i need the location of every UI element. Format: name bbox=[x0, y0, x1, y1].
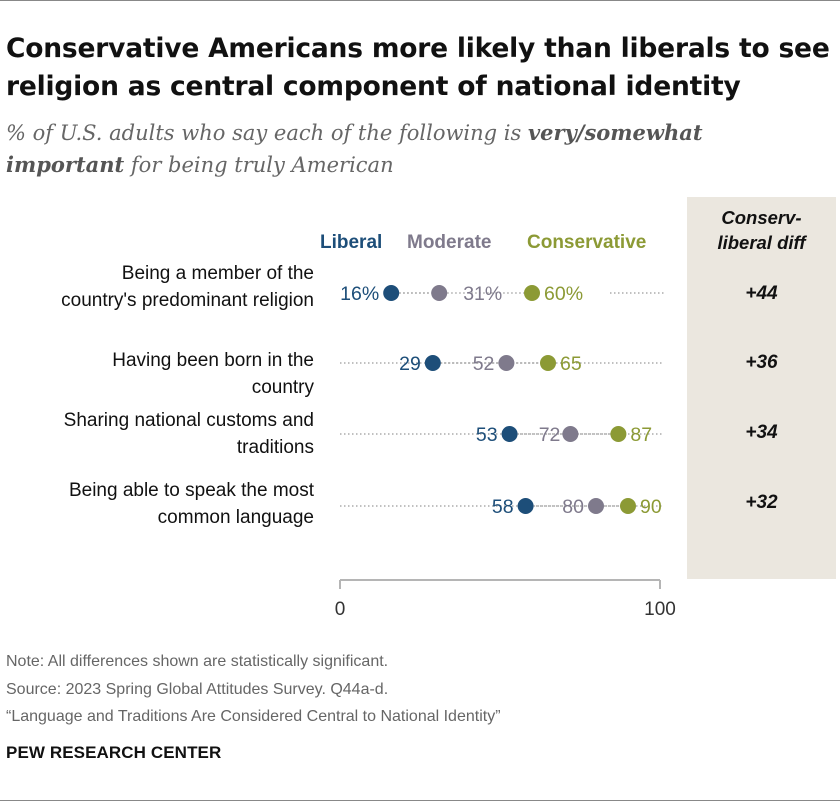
subtitle-bold: very/somewhat important bbox=[6, 120, 703, 177]
x-tick-label: 0 bbox=[335, 599, 346, 620]
legend-moderate: Moderate bbox=[407, 232, 492, 253]
x-tick-label: 100 bbox=[644, 599, 676, 620]
dot-liberal bbox=[383, 285, 400, 301]
diff-header-line1: Conserv- bbox=[721, 207, 802, 228]
dot-moderate bbox=[431, 285, 448, 301]
chart-source: Source: 2023 Spring Global Attitudes Sur… bbox=[6, 681, 389, 698]
dot-conservative bbox=[620, 498, 636, 514]
row-label-born: Having been born in the country bbox=[112, 347, 314, 401]
dot-conservative bbox=[524, 285, 540, 301]
row-label-line: Being able to speak the most bbox=[68, 480, 314, 501]
diff-value-born: +36 bbox=[745, 352, 778, 373]
chart-subtitle: % of U.S. adults who say each of the fol… bbox=[6, 117, 826, 181]
row-label-line: Sharing national customs and bbox=[63, 410, 314, 431]
value-label-moderate: 31% bbox=[463, 283, 502, 305]
row-label-line: common language bbox=[157, 507, 314, 528]
chart-note: Note: All differences shown are statisti… bbox=[6, 653, 389, 670]
row-label-line: traditions bbox=[236, 437, 314, 458]
row-label-line: country's predominant religion bbox=[61, 290, 314, 311]
diff-column-header: Conserv- liberal diff bbox=[687, 205, 836, 255]
value-label-conservative: 87 bbox=[630, 424, 652, 446]
row-label-line: Being a member of the bbox=[121, 263, 314, 284]
brand-logo-text: PEW RESEARCH CENTER bbox=[6, 743, 222, 762]
dot-moderate bbox=[588, 498, 604, 514]
dot-conservative bbox=[540, 355, 556, 371]
legend-liberal: Liberal bbox=[320, 232, 383, 253]
row-label-customs: Sharing national customs and traditions bbox=[64, 407, 314, 461]
value-label-liberal: 16% bbox=[340, 283, 379, 305]
dot-moderate bbox=[498, 355, 515, 371]
value-label-conservative: 90 bbox=[640, 496, 662, 518]
subtitle-post: for being truly American bbox=[124, 153, 394, 177]
diff-value-customs: +34 bbox=[745, 422, 778, 443]
top-rule bbox=[0, 0, 840, 1]
value-label-moderate: 52 bbox=[473, 353, 495, 375]
value-label-conservative: 65 bbox=[560, 353, 582, 375]
value-label-moderate: 80 bbox=[562, 496, 584, 518]
dot-conservative bbox=[610, 426, 627, 442]
subtitle-pre: % of U.S. adults who say each of the fol… bbox=[6, 121, 528, 145]
diff-value-religion: +44 bbox=[745, 283, 778, 304]
dot-liberal bbox=[517, 498, 534, 514]
dot-liberal bbox=[424, 355, 441, 371]
value-label-liberal: 29 bbox=[399, 353, 421, 375]
value-label-liberal: 53 bbox=[476, 424, 498, 446]
value-label-moderate: 72 bbox=[539, 424, 561, 446]
value-label-liberal: 58 bbox=[492, 496, 514, 518]
row-label-language: Being able to speak the most common lang… bbox=[69, 477, 314, 531]
diff-value-language: +32 bbox=[745, 492, 778, 513]
bottom-rule bbox=[0, 800, 840, 801]
legend-conservative: Conservative bbox=[527, 232, 647, 253]
row-label-religion: Being a member of the country's predomin… bbox=[61, 260, 314, 314]
row-label-line: Having been born in the bbox=[112, 350, 314, 371]
dot-moderate bbox=[562, 426, 579, 442]
report-title: “Language and Traditions Are Considered … bbox=[6, 708, 501, 725]
diff-header-line2: liberal diff bbox=[717, 232, 806, 253]
dot-liberal bbox=[501, 426, 518, 442]
value-label-conservative: 60% bbox=[544, 283, 583, 305]
chart-title: Conservative Americans more likely than … bbox=[6, 33, 830, 102]
row-label-line: country bbox=[251, 377, 314, 398]
diff-column-background bbox=[687, 197, 836, 579]
